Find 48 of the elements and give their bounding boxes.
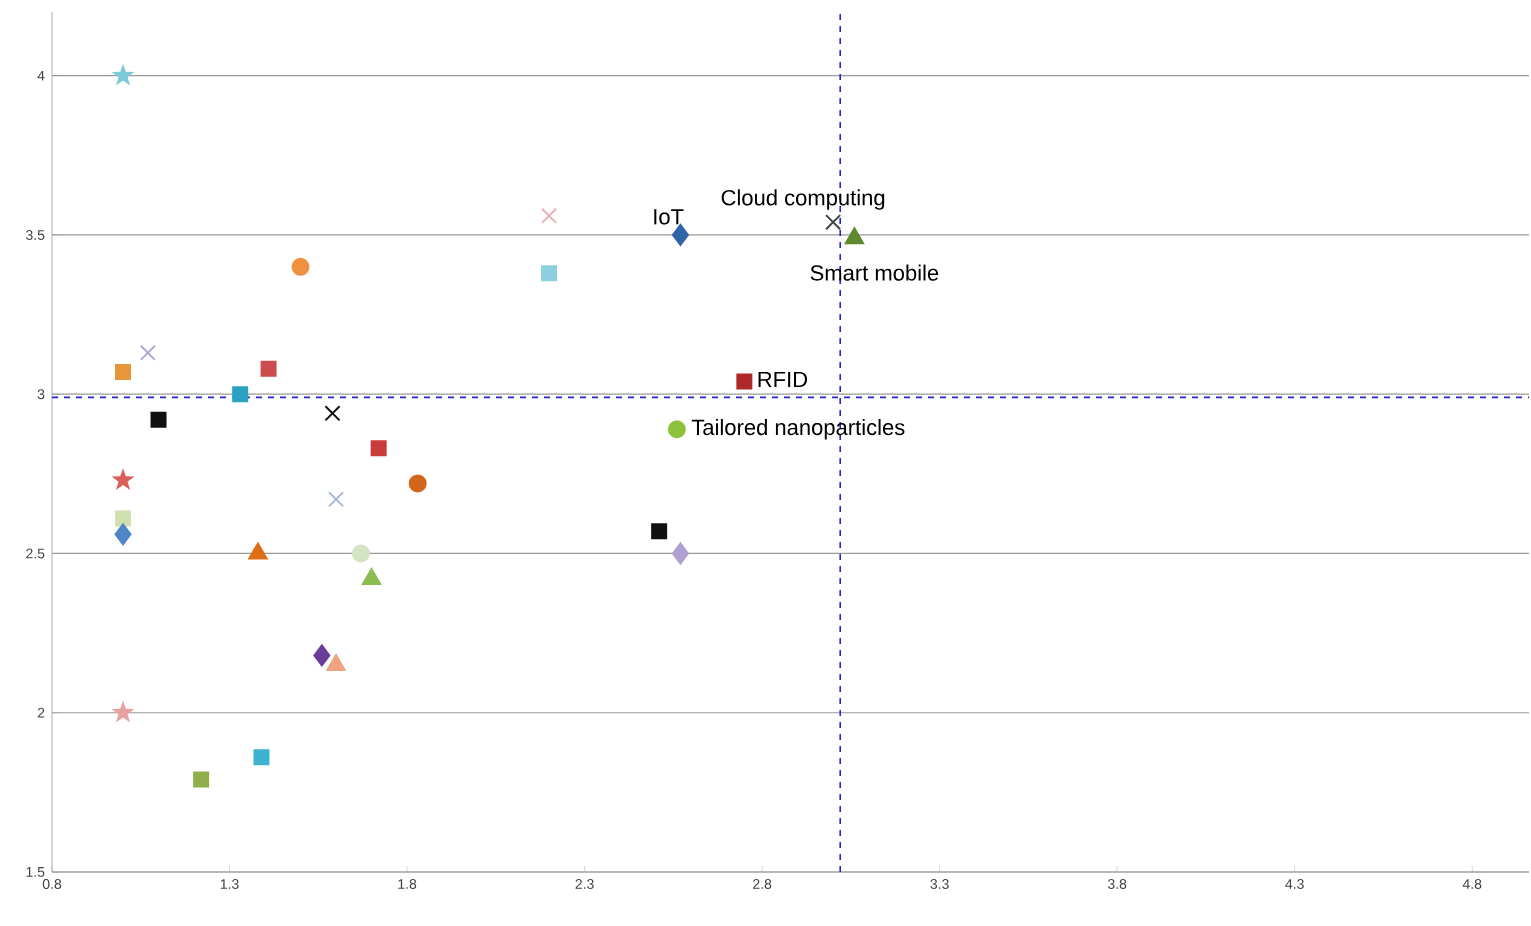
y-tick-label: 2.5 xyxy=(26,548,45,559)
point xyxy=(324,405,341,422)
y-tick-label: 4 xyxy=(37,70,45,81)
point xyxy=(370,440,387,457)
point xyxy=(139,344,156,361)
x-tick-label: 2.3 xyxy=(575,879,594,889)
point xyxy=(667,420,686,439)
point xyxy=(111,468,135,490)
x-tick-label: 2.8 xyxy=(753,879,772,889)
point xyxy=(114,523,132,546)
x-tick-label: 3.8 xyxy=(1107,879,1127,889)
annotation: Cloud computing xyxy=(721,189,885,210)
point xyxy=(736,373,753,390)
x-tick-label: 3.3 xyxy=(930,879,949,889)
point xyxy=(260,360,277,377)
point xyxy=(313,644,331,667)
point xyxy=(351,544,370,563)
point xyxy=(291,257,310,276)
point xyxy=(408,474,427,493)
point xyxy=(671,223,689,246)
y-tick-label: 1.5 xyxy=(26,867,45,877)
point xyxy=(541,265,558,282)
annotation: Tailored nanoparticles xyxy=(691,419,905,440)
point xyxy=(111,700,135,723)
point xyxy=(111,63,135,86)
y-tick-label: 3 xyxy=(37,389,45,400)
point xyxy=(844,227,865,245)
x-tick-label: 0.8 xyxy=(42,879,62,889)
point xyxy=(232,386,249,403)
annotation: RFID xyxy=(758,371,808,388)
point xyxy=(253,749,270,766)
annotation: IoT xyxy=(654,209,684,225)
y-tick-label: 3.5 xyxy=(26,230,45,240)
point xyxy=(327,491,345,508)
y-tick-label: 2 xyxy=(37,707,45,718)
point xyxy=(150,411,167,428)
point xyxy=(541,207,558,224)
point xyxy=(671,542,689,565)
point xyxy=(115,363,132,380)
point xyxy=(115,510,132,527)
annotation: Smart mobile xyxy=(810,264,939,281)
point xyxy=(651,523,668,540)
x-tick-label: 4.3 xyxy=(1285,879,1304,889)
point xyxy=(825,214,842,231)
x-tick-label: 4.8 xyxy=(1462,879,1482,889)
x-tick-label: 1.8 xyxy=(398,879,417,889)
point xyxy=(193,771,210,788)
x-tick-label: 1.3 xyxy=(220,879,239,889)
